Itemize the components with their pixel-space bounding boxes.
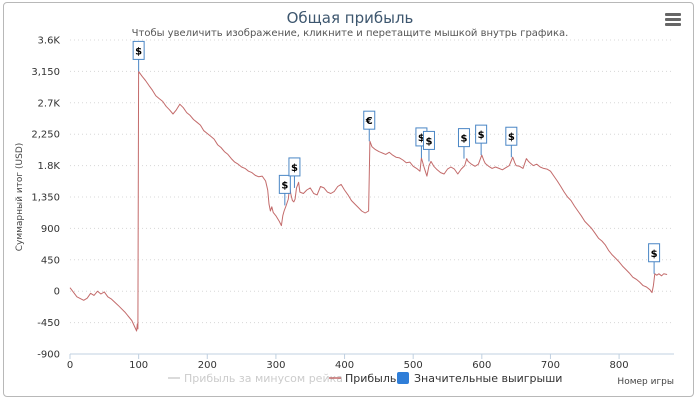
y-tick-label: 450 bbox=[41, 255, 60, 266]
x-tick-label: 800 bbox=[610, 360, 629, 371]
x-tick-label: 0 bbox=[67, 360, 73, 371]
flag-marker[interactable] bbox=[422, 130, 435, 150]
x-axis-title: Номер игры bbox=[617, 377, 674, 387]
y-axis-title: Суммарный итог (USD) bbox=[15, 143, 25, 252]
flag-label: $ bbox=[460, 134, 467, 145]
x-tick-label: 200 bbox=[198, 360, 217, 371]
x-tick-label: 600 bbox=[472, 360, 491, 371]
legend-symbol-flags bbox=[397, 372, 409, 384]
chart-title: Общая прибыль bbox=[286, 9, 414, 27]
flag-marker[interactable] bbox=[132, 40, 145, 60]
chart-subtitle: Чтобы увеличить изображение, кликните и … bbox=[131, 28, 569, 39]
flag-marker[interactable] bbox=[288, 157, 301, 177]
flag-label: $ bbox=[418, 133, 425, 144]
y-tick-label: 2,250 bbox=[31, 130, 60, 141]
y-tick-label: 900 bbox=[41, 224, 60, 235]
y-tick-label: 3.6K bbox=[38, 36, 61, 47]
x-tick-label: 500 bbox=[404, 360, 423, 371]
profit-series-line[interactable] bbox=[69, 70, 668, 332]
flag-marker[interactable] bbox=[648, 243, 661, 263]
flag-marker[interactable] bbox=[475, 124, 488, 144]
legend-item-rake: Прибыль за минусом рейка bbox=[184, 372, 343, 385]
hamburger-menu-icon[interactable] bbox=[665, 13, 681, 27]
y-tick-label: 2.7K bbox=[38, 98, 61, 109]
y-tick-label: 1,350 bbox=[31, 193, 60, 204]
y-tick-label: 1.8K bbox=[38, 161, 61, 172]
chart-container bbox=[3, 2, 694, 397]
flag-label: $ bbox=[508, 132, 515, 143]
x-tick-label: 700 bbox=[541, 360, 560, 371]
flag-label: $ bbox=[281, 180, 288, 191]
flag-label: $ bbox=[425, 136, 432, 147]
flag-label: $ bbox=[651, 249, 658, 260]
x-tick-label: 300 bbox=[266, 360, 285, 371]
y-tick-label: 0 bbox=[54, 287, 60, 298]
flag-marker[interactable] bbox=[457, 128, 470, 148]
x-tick-label: 100 bbox=[129, 360, 148, 371]
legend-item-flags: Значительные выигрыши bbox=[414, 372, 562, 385]
flag-marker[interactable] bbox=[278, 174, 291, 194]
y-tick-label: 3,150 bbox=[31, 67, 60, 78]
y-tick-label: -900 bbox=[37, 350, 60, 361]
x-tick-label: 400 bbox=[335, 360, 354, 371]
flag-label: $ bbox=[135, 46, 142, 57]
legend-item-profit: Прибыль bbox=[345, 372, 396, 385]
flag-marker[interactable] bbox=[363, 110, 376, 130]
flag-label: € bbox=[365, 116, 373, 127]
flag-label: $ bbox=[478, 130, 485, 141]
flag-marker[interactable] bbox=[505, 126, 518, 146]
y-tick-label: -450 bbox=[37, 318, 60, 329]
flag-label: $ bbox=[291, 163, 298, 174]
